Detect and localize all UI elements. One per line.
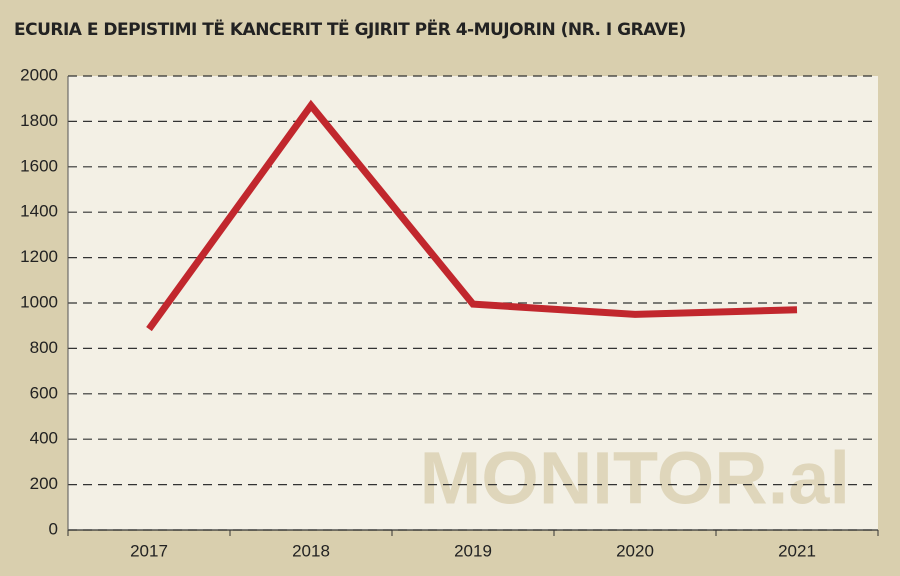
y-tick-label: 1600	[20, 156, 58, 175]
y-tick-label: 0	[49, 519, 58, 538]
y-tick-label: 1800	[20, 111, 58, 130]
y-tick-label: 2000	[20, 65, 58, 84]
y-tick-label: 1000	[20, 292, 58, 311]
data-line	[146, 99, 798, 332]
y-tick-label: 200	[30, 474, 58, 493]
x-tick-label: 2021	[778, 541, 816, 560]
y-tick-label: 600	[30, 383, 58, 402]
y-tick-label: 400	[30, 429, 58, 448]
x-tick-label: 2020	[616, 541, 654, 560]
x-tick-label: 2018	[292, 541, 330, 560]
y-tick-label: 1200	[20, 247, 58, 266]
watermark: MONITOR.al	[420, 437, 850, 520]
chart-title: ECURIA E DEPISTIMI TË KANCERIT TË GJIRIT…	[14, 18, 686, 40]
y-tick-label: 800	[30, 338, 58, 357]
x-tick-label: 2017	[130, 541, 168, 560]
x-tick-label: 2019	[454, 541, 492, 560]
y-tick-label: 1400	[20, 202, 58, 221]
